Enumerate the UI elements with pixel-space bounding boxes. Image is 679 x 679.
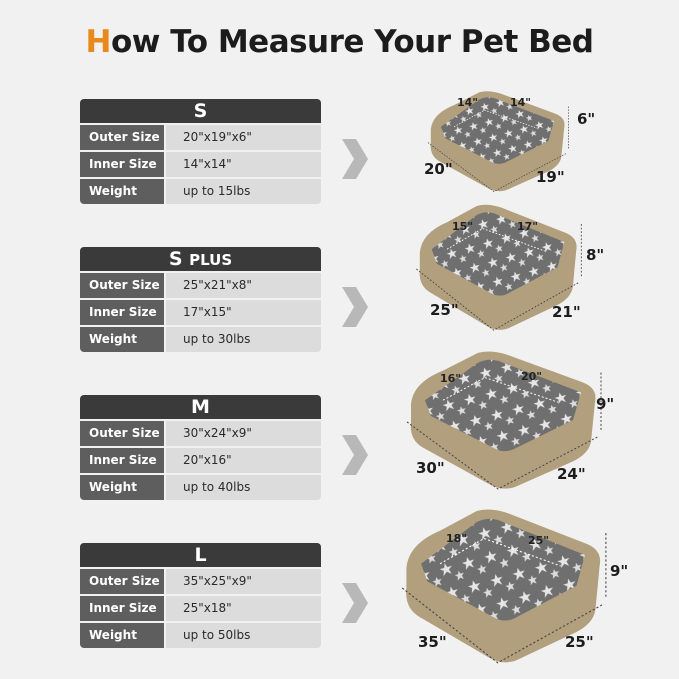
dimension-inner-b: 20" — [521, 370, 543, 383]
chevron-right-icon — [342, 583, 368, 623]
dimension-height: 8" — [586, 246, 605, 264]
dimension-width: 21" — [552, 303, 581, 321]
size-table-0: S Outer Size 20"x19"x6" Inner Size 14"x14"… — [80, 99, 321, 204]
dimension-length: 20" — [424, 160, 453, 178]
pet-bed-image — [401, 509, 607, 664]
dimension-width: 25" — [565, 633, 594, 651]
chevron-right-icon — [342, 435, 368, 475]
outer-size-row: Outer Size 30"x24"x9" — [80, 421, 321, 448]
size-name: S PLUS — [80, 247, 321, 273]
dimension-inner-b: 14" — [510, 96, 532, 109]
outer-size-row: Outer Size 35"x25"x9" — [80, 569, 321, 596]
size-table-2: M Outer Size 30"x24"x9" Inner Size 20"x16"… — [80, 395, 321, 500]
weight-row: Weight up to 30lbs — [80, 327, 321, 352]
weight-row: Weight up to 15lbs — [80, 179, 321, 204]
size-name: M — [80, 395, 321, 421]
weight-row: Weight up to 40lbs — [80, 475, 321, 500]
chevron-right-icon — [342, 139, 368, 179]
inner-size-row: Inner Size 25"x18" — [80, 596, 321, 623]
dimension-inner-a: 18" — [446, 532, 468, 545]
dimension-length: 25" — [430, 301, 459, 319]
dimension-inner-b: 17" — [517, 220, 539, 233]
pet-bed-image — [427, 91, 569, 192]
dimension-inner-a: 14" — [457, 96, 479, 109]
dimension-length: 30" — [416, 459, 445, 477]
outer-size-row: Outer Size 20"x19"x6" — [80, 125, 321, 152]
dimension-height: 6" — [577, 110, 596, 128]
size-table-1: S PLUS Outer Size 25"x21"x8" Inner Size 17… — [80, 247, 321, 352]
chevron-right-icon — [342, 287, 368, 327]
size-name: S — [80, 99, 321, 125]
size-name: L — [80, 543, 321, 569]
inner-size-row: Inner Size 20"x16" — [80, 448, 321, 475]
dimension-height: 9" — [596, 395, 615, 413]
pet-bed-image — [416, 204, 582, 331]
dimension-width: 24" — [557, 465, 586, 483]
weight-row: Weight up to 50lbs — [80, 623, 321, 648]
dimension-inner-b: 25" — [528, 534, 550, 547]
outer-size-row: Outer Size 25"x21"x8" — [80, 273, 321, 300]
dimension-inner-a: 15" — [452, 220, 474, 233]
pet-bed-image — [406, 351, 602, 490]
page-title: How To Measure Your Pet Bed — [85, 24, 594, 60]
dimension-height: 9" — [610, 562, 629, 580]
size-table-3: L Outer Size 35"x25"x9" Inner Size 25"x18"… — [80, 543, 321, 648]
inner-size-row: Inner Size 14"x14" — [80, 152, 321, 179]
dimension-inner-a: 16" — [440, 372, 462, 385]
dimension-width: 19" — [536, 168, 565, 186]
dimension-length: 35" — [418, 633, 447, 651]
inner-size-row: Inner Size 17"x15" — [80, 300, 321, 327]
